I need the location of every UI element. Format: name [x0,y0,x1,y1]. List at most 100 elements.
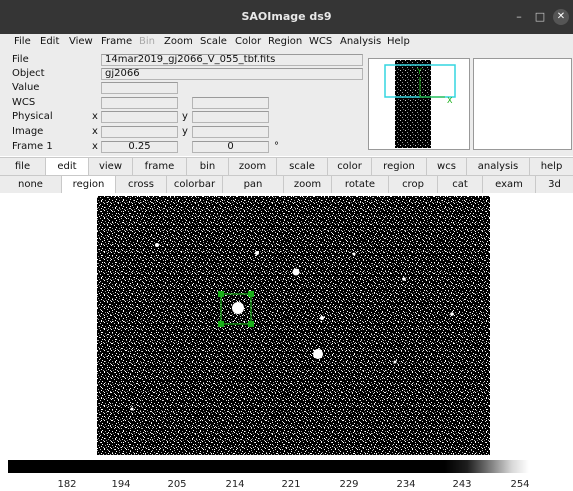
wcs-y-field [192,97,269,109]
button-mode-cat[interactable]: cat [438,176,483,194]
frame-label: Frame 1 [12,141,53,152]
colorbar-tick: 234 [396,479,416,490]
wcs-x-field [101,97,178,109]
star-target [232,302,244,314]
region-handle[interactable] [248,321,254,327]
colorbar-tick: 214 [225,479,245,490]
colorbar-tick: 221 [281,479,301,490]
button-mode-zoom[interactable]: zoom [284,176,332,194]
button-mode-rotate[interactable]: rotate [332,176,389,194]
image-x-field [101,126,178,138]
button-mode-colorbar[interactable]: colorbar [167,176,223,194]
window-title: SAOImage ds9 [241,10,332,23]
image-frame[interactable] [0,193,573,459]
buttonbar-edit: none region cross colorbar pan zoom rota… [0,175,573,194]
star [155,243,159,247]
value-field [101,82,178,94]
button-zoom[interactable]: zoom [229,158,277,176]
menu-help[interactable]: Help [387,36,410,47]
colorbar-tick: 254 [510,479,530,490]
colorbar[interactable] [8,460,568,473]
button-mode-exam[interactable]: exam [483,176,536,194]
button-file[interactable]: file [0,158,46,176]
star [292,268,300,276]
panner[interactable]: X Y [368,58,470,150]
menu-file[interactable]: File [14,36,31,47]
colorbar-tick: 182 [57,479,77,490]
wcs-label: WCS [12,97,36,108]
button-mode-cross[interactable]: cross [116,176,167,194]
button-scale[interactable]: scale [277,158,328,176]
image-noise-overlay [97,196,490,455]
menu-bar: File Edit View Frame Bin Zoom Scale Colo… [0,34,573,52]
star [130,407,134,411]
star [393,360,397,364]
button-bin[interactable]: bin [187,158,229,176]
degree-symbol: ° [274,141,279,152]
panner-thumbnail [395,60,431,148]
button-color[interactable]: color [328,158,372,176]
image-y-label: y [182,126,188,137]
file-field: 14mar2019_gj2066_V_055_tbf.fits [101,54,363,66]
colorbar-tick: 229 [339,479,359,490]
image-y-field [192,126,269,138]
object-field: gj2066 [101,68,363,80]
button-analysis[interactable]: analysis [467,158,530,176]
value-label: Value [12,82,40,93]
button-wcs[interactable]: wcs [427,158,467,176]
region-handle[interactable] [218,321,224,327]
fits-image[interactable] [97,196,490,455]
region-handle[interactable] [218,291,224,297]
physical-y-field [192,111,269,123]
star [313,349,323,359]
physical-y-label: y [182,111,188,122]
colorbar-tick: 194 [111,479,131,490]
file-label: File [12,54,29,65]
button-region[interactable]: region [372,158,427,176]
button-help[interactable]: help [540,161,563,172]
angle-field: 0 [192,141,269,153]
menu-view[interactable]: View [69,36,93,47]
close-button[interactable]: ✕ [553,9,569,25]
menu-edit[interactable]: Edit [40,36,60,47]
star [320,316,324,320]
physical-label: Physical [12,111,53,122]
button-mode-crop[interactable]: crop [389,176,438,194]
button-mode-3d[interactable]: 3d [548,179,561,190]
menu-scale[interactable]: Scale [200,36,227,47]
physical-x-field [101,111,178,123]
star [450,312,454,316]
zoom-field: 0.25 [101,141,178,153]
button-frame[interactable]: frame [133,158,187,176]
colorbar-tick: 205 [167,479,187,490]
frame-x-label: x [92,141,98,152]
physical-x-label: x [92,111,98,122]
magnifier [473,58,572,150]
menu-color[interactable]: Color [235,36,262,47]
maximize-button[interactable]: □ [534,10,546,23]
button-mode-pan[interactable]: pan [223,176,284,194]
star [255,251,259,255]
menu-bin: Bin [139,36,155,47]
menu-frame[interactable]: Frame [101,36,133,47]
region-handle[interactable] [248,291,254,297]
button-view[interactable]: view [89,158,133,176]
panner-canvas: X Y [384,60,456,148]
menu-wcs[interactable]: WCS [309,36,333,47]
menu-region[interactable]: Region [268,36,303,47]
panner-x-label: X [447,96,453,105]
menu-zoom[interactable]: Zoom [164,36,193,47]
buttonbar-major: file edit view frame bin zoom scale colo… [0,157,573,176]
button-mode-none[interactable]: none [0,176,62,194]
image-label: Image [12,126,44,137]
star [352,252,356,256]
region-box[interactable] [220,293,252,325]
panner-y-label: Y [416,67,422,76]
object-label: Object [12,68,45,79]
button-edit[interactable]: edit [46,158,89,176]
minimize-button[interactable]: – [516,10,522,23]
image-canvas[interactable] [97,196,490,455]
colorbar-tick: 243 [452,479,472,490]
button-mode-region[interactable]: region [62,176,116,194]
menu-analysis[interactable]: Analysis [340,36,382,47]
